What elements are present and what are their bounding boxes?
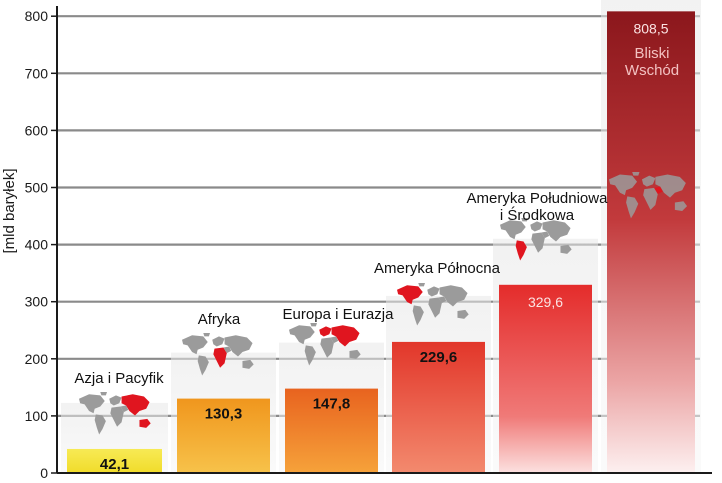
landmass bbox=[530, 221, 543, 232]
landmass bbox=[457, 309, 469, 319]
landmass bbox=[197, 355, 209, 376]
landmass bbox=[304, 345, 316, 366]
world-map-icon bbox=[500, 218, 572, 261]
landmass bbox=[439, 285, 468, 307]
bar bbox=[499, 284, 592, 473]
category-label: Ameryka Północna bbox=[374, 260, 501, 277]
gridlines bbox=[57, 15, 700, 417]
highlighted-region bbox=[331, 325, 360, 347]
y-tick-label: 100 bbox=[25, 408, 49, 424]
landmass bbox=[412, 305, 424, 326]
bar-shadows bbox=[61, 0, 701, 473]
landmass bbox=[320, 337, 334, 358]
value-label: 130,3 bbox=[205, 406, 243, 423]
y-axis-label: [mld baryłek] bbox=[1, 168, 18, 253]
value-label: 42,1 bbox=[100, 456, 129, 473]
landmass bbox=[94, 414, 106, 435]
landmass bbox=[626, 196, 639, 219]
highlighted-region bbox=[515, 240, 527, 261]
y-tick-label: 700 bbox=[25, 65, 49, 81]
category-label: Afryka bbox=[198, 311, 241, 328]
landmass bbox=[289, 325, 315, 345]
landmass bbox=[521, 218, 528, 222]
value-label: 229,6 bbox=[420, 349, 458, 366]
labels: 42,1 130,3 147,8 229,6 329,6 808,5 Azja i Pacy… bbox=[74, 20, 679, 473]
highlighted-region bbox=[121, 394, 150, 416]
landmass bbox=[100, 392, 107, 396]
category-label: Europa i Eurazja bbox=[283, 306, 395, 323]
world-map-icon bbox=[397, 283, 469, 326]
y-tick-label: 300 bbox=[25, 294, 49, 310]
y-tick-label: 200 bbox=[25, 351, 49, 367]
highlighted-region bbox=[654, 186, 663, 194]
value-label: 329,6 bbox=[528, 294, 563, 310]
landmass bbox=[428, 297, 442, 318]
y-tick-label: 500 bbox=[25, 180, 49, 196]
landmass bbox=[224, 335, 253, 357]
landmass bbox=[182, 335, 208, 355]
highlighted-region bbox=[319, 326, 332, 337]
bar bbox=[285, 388, 378, 473]
landmass bbox=[427, 286, 440, 297]
landmass bbox=[330, 336, 339, 344]
y-tick-label: 400 bbox=[25, 237, 49, 253]
landmass bbox=[438, 296, 447, 304]
axes: 0 100 200 300 400 500 600 700 800 bbox=[25, 6, 712, 481]
category-label: Ameryka Południowa i Środkowa bbox=[467, 190, 609, 224]
highlighted-region bbox=[397, 285, 423, 305]
category-label: Azja i Pacyfik bbox=[74, 370, 164, 387]
value-label: 808,5 bbox=[633, 20, 668, 36]
highlighted-region bbox=[213, 347, 227, 368]
landmass bbox=[632, 172, 640, 176]
landmass bbox=[531, 232, 545, 253]
landmass bbox=[609, 174, 638, 196]
landmass bbox=[110, 406, 124, 427]
bar bbox=[607, 11, 695, 474]
landmass bbox=[242, 359, 254, 369]
landmass bbox=[349, 349, 361, 359]
landmass bbox=[109, 395, 122, 406]
landmass bbox=[541, 231, 550, 239]
value-label: 147,8 bbox=[313, 396, 351, 413]
landmass bbox=[212, 336, 225, 347]
landmass bbox=[223, 346, 232, 354]
bar bbox=[392, 341, 485, 473]
landmass bbox=[560, 244, 572, 254]
landmass bbox=[203, 333, 210, 337]
landmass bbox=[79, 394, 105, 414]
bars bbox=[67, 11, 695, 474]
landmass bbox=[500, 220, 526, 240]
landmass bbox=[120, 405, 129, 413]
landmass bbox=[655, 174, 686, 198]
world-map-icon bbox=[79, 392, 151, 435]
y-tick-label: 800 bbox=[25, 8, 49, 24]
highlighted-region bbox=[139, 418, 151, 428]
y-tick-label: 0 bbox=[40, 465, 48, 481]
category-label: Bliski Wschód bbox=[625, 45, 679, 79]
region-maps bbox=[79, 172, 688, 435]
landmass bbox=[310, 323, 317, 327]
bar bbox=[177, 398, 270, 473]
world-map-icon bbox=[609, 172, 688, 219]
bar bbox=[67, 448, 162, 473]
landmass bbox=[643, 187, 658, 210]
landmass bbox=[542, 220, 571, 242]
landmass bbox=[674, 201, 688, 212]
y-tick-label: 600 bbox=[25, 122, 49, 138]
world-map-icon bbox=[182, 333, 254, 376]
landmass bbox=[641, 175, 656, 187]
world-map-icon bbox=[289, 323, 361, 366]
landmass bbox=[418, 283, 425, 287]
